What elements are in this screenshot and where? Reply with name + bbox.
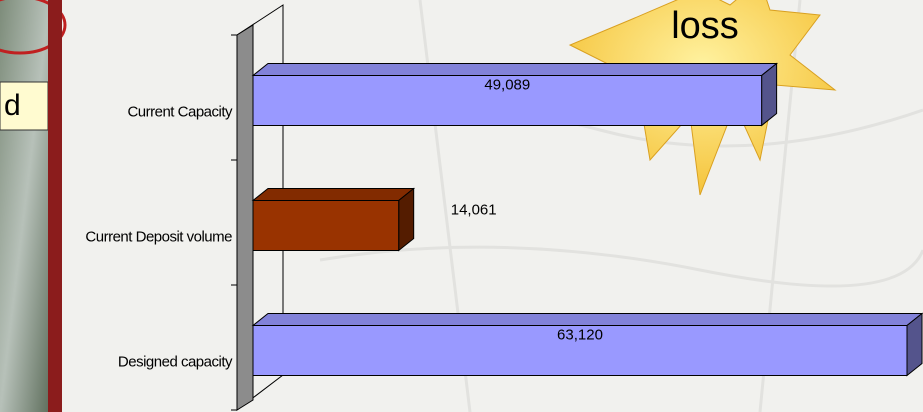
bar bbox=[253, 201, 399, 251]
bar-top bbox=[253, 64, 777, 76]
category-label: Current Capacity bbox=[127, 103, 233, 120]
annotation: loss bbox=[671, 5, 739, 47]
slide: d loss 49,089 Current Capacity 14,061 Curre… bbox=[0, 0, 923, 412]
category-label: Current Deposit volume bbox=[85, 228, 232, 245]
bar-top bbox=[253, 314, 922, 326]
photo-strip bbox=[0, 0, 50, 412]
value-label: 14,061 bbox=[451, 201, 497, 218]
value-label: 63,120 bbox=[557, 326, 603, 343]
value-label: 49,089 bbox=[484, 76, 530, 93]
red-band bbox=[48, 0, 62, 412]
wall-face bbox=[237, 25, 253, 410]
side-label: d bbox=[4, 89, 21, 122]
bar-top bbox=[253, 189, 414, 201]
category-label: Designed capacity bbox=[118, 353, 233, 370]
